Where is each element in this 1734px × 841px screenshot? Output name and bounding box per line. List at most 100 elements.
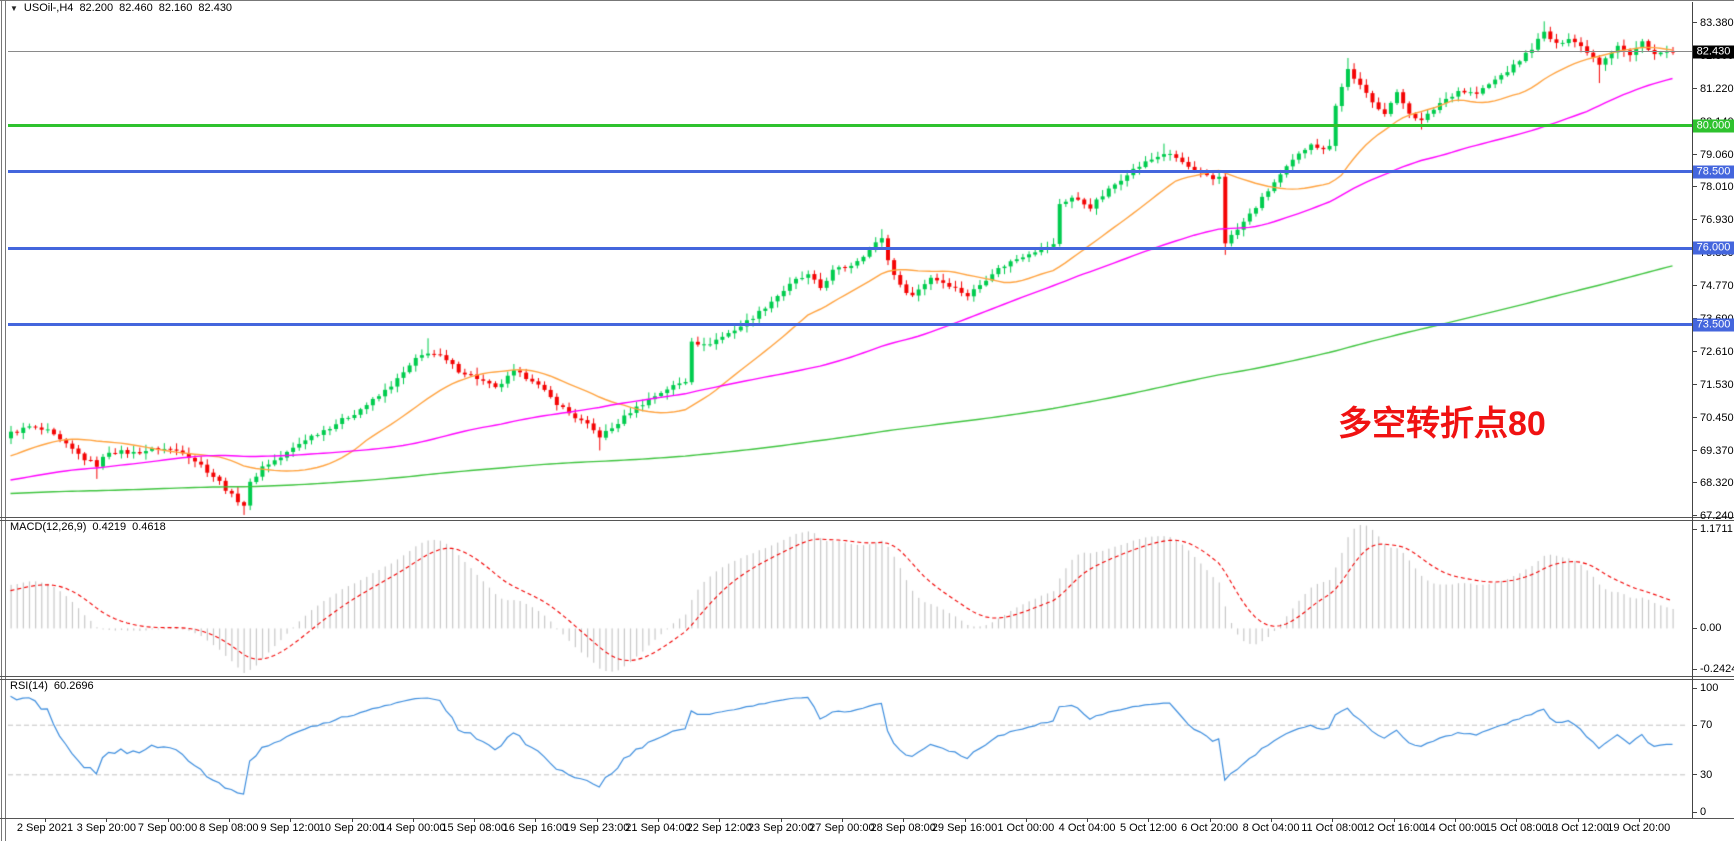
time-axis-label: 3 Sep 20:00 <box>76 822 136 834</box>
price-tick-mark <box>1692 450 1697 452</box>
price-level-line-82.43[interactable] <box>8 51 1692 53</box>
price-tick-label: 79.060 <box>1700 148 1734 161</box>
time-tick-mark <box>964 818 966 822</box>
price-tick-label: 76.930 <box>1700 213 1734 226</box>
rsi-tick-mark <box>1692 724 1697 726</box>
time-axis-label: 27 Sep 00:00 <box>809 822 875 834</box>
quote-close: 82.430 <box>198 2 233 14</box>
time-tick-mark <box>1332 818 1334 822</box>
price-level-line-76[interactable] <box>8 246 1692 250</box>
time-axis-label: 2 Sep 2021 <box>16 822 74 834</box>
quote-low: 82.160 <box>158 2 193 14</box>
price-badge-80.000: 80.000 <box>1693 119 1734 133</box>
chart-header: ▼ USOil-,H4 82.200 82.460 82.160 82.430 <box>10 2 232 14</box>
rsi-tick-mark <box>1692 811 1697 813</box>
window-left-edge-inner <box>5 0 6 841</box>
time-axis-label: 8 Oct 04:00 <box>1242 822 1300 834</box>
price-tick-label: 70.450 <box>1700 411 1734 424</box>
time-tick-mark <box>1087 818 1089 822</box>
price-tick-mark <box>1692 186 1697 188</box>
price-level-line-73.5[interactable] <box>8 323 1692 326</box>
macd-tick-mark <box>1692 528 1697 530</box>
time-axis-label: 19 Sep 23:00 <box>563 822 630 834</box>
price-tick-label: 68.320 <box>1700 476 1734 489</box>
price-tick-mark <box>1692 482 1697 484</box>
time-tick-mark <box>167 818 169 822</box>
time-tick-mark <box>45 818 46 822</box>
price-badge-82.430: 82.430 <box>1693 45 1734 59</box>
time-axis-label: 16 Sep 16:00 <box>502 822 569 834</box>
rsi-axis-label: 0 <box>1700 806 1707 818</box>
price-tick-mark <box>1692 219 1697 221</box>
time-tick-mark <box>1393 818 1395 822</box>
window-top-edge <box>0 0 1734 1</box>
price-tick-mark <box>1692 88 1697 90</box>
time-axis-label: 10 Sep 20:00 <box>318 822 385 834</box>
rsi-value: 60.2696 <box>53 680 94 692</box>
time-tick-mark <box>1025 818 1027 822</box>
time-axis-label: 15 Oct 08:00 <box>1484 822 1548 834</box>
time-tick-mark <box>1638 818 1640 822</box>
time-tick-mark <box>1516 818 1518 822</box>
macd-axis-label: 1.1711 <box>1700 523 1733 535</box>
time-axis-label: 9 Sep 12:00 <box>260 822 320 834</box>
time-axis-label: 23 Sep 20:00 <box>747 822 814 834</box>
rsi-tick-mark <box>1692 687 1697 689</box>
time-tick-mark <box>1454 818 1456 822</box>
time-axis-label: 29 Sep 16:00 <box>931 822 998 834</box>
rsi-panel-label: RSI(14) 60.2696 <box>10 680 94 692</box>
macd-tick-mark <box>1692 627 1697 629</box>
macd-rsi-separator-2 <box>0 679 1734 680</box>
time-tick-mark <box>412 818 414 822</box>
macd-name: MACD(12,26,9) <box>10 521 87 533</box>
price-level-line-78.5[interactable] <box>8 170 1692 174</box>
time-axis-label: 14 Oct 00:00 <box>1423 822 1487 834</box>
price-axis-line <box>1692 2 1693 818</box>
price-tick-label: 78.010 <box>1700 180 1734 193</box>
price-tick-mark <box>1692 351 1697 353</box>
price-level-line-80[interactable] <box>8 124 1692 128</box>
time-axis-label: 4 Oct 04:00 <box>1058 822 1116 834</box>
price-tick-mark <box>1692 384 1697 386</box>
time-axis-label: 1 Oct 00:00 <box>997 822 1055 834</box>
macd-main-value: 0.4219 <box>92 521 127 533</box>
quote-open: 82.200 <box>79 2 114 14</box>
time-tick-mark <box>351 818 353 822</box>
time-tick-mark <box>903 818 905 822</box>
macd-rsi-separator[interactable] <box>0 676 1734 677</box>
price-tick-mark <box>1692 515 1697 517</box>
time-tick-mark <box>474 818 476 822</box>
time-tick-mark <box>719 818 721 822</box>
time-tick-mark <box>290 818 292 822</box>
symbol-dropdown-icon[interactable]: ▼ <box>10 3 18 13</box>
price-badge-76.000: 76.000 <box>1693 241 1734 255</box>
price-tick-label: 74.770 <box>1700 279 1734 292</box>
window-left-edge-outer <box>1 0 2 841</box>
main-macd-separator-2 <box>0 520 1734 521</box>
main-macd-separator[interactable] <box>0 517 1734 518</box>
time-tick-mark <box>535 818 537 822</box>
time-tick-mark <box>1577 818 1579 822</box>
symbol-period-label: USOil-,H4 <box>23 2 74 14</box>
time-axis-label: 14 Sep 00:00 <box>380 822 446 834</box>
price-tick-mark <box>1692 285 1697 287</box>
macd-axis-label: 0.00 <box>1700 622 1722 635</box>
time-axis-label: 11 Oct 08:00 <box>1301 822 1364 834</box>
rsi-axis-label: 70 <box>1700 719 1713 732</box>
time-axis-label: 28 Sep 08:00 <box>870 822 936 834</box>
rsi-axis-label: 100 <box>1700 682 1719 694</box>
price-tick-mark <box>1692 417 1697 419</box>
price-tick-mark <box>1692 154 1697 156</box>
macd-tick-mark <box>1692 668 1697 670</box>
price-tick-label: 83.380 <box>1700 16 1734 29</box>
price-tick-label: 81.220 <box>1700 82 1734 95</box>
time-tick-mark <box>841 818 843 822</box>
time-axis-label: 15 Sep 08:00 <box>441 822 507 834</box>
time-tick-mark <box>228 818 230 822</box>
time-axis-label: 8 Sep 08:00 <box>199 822 259 834</box>
time-axis-label: 7 Sep 00:00 <box>137 822 198 834</box>
chart-text-annotation[interactable]: 多空转折点80 <box>1338 405 1546 443</box>
macd-signal-value: 0.4618 <box>132 521 166 533</box>
